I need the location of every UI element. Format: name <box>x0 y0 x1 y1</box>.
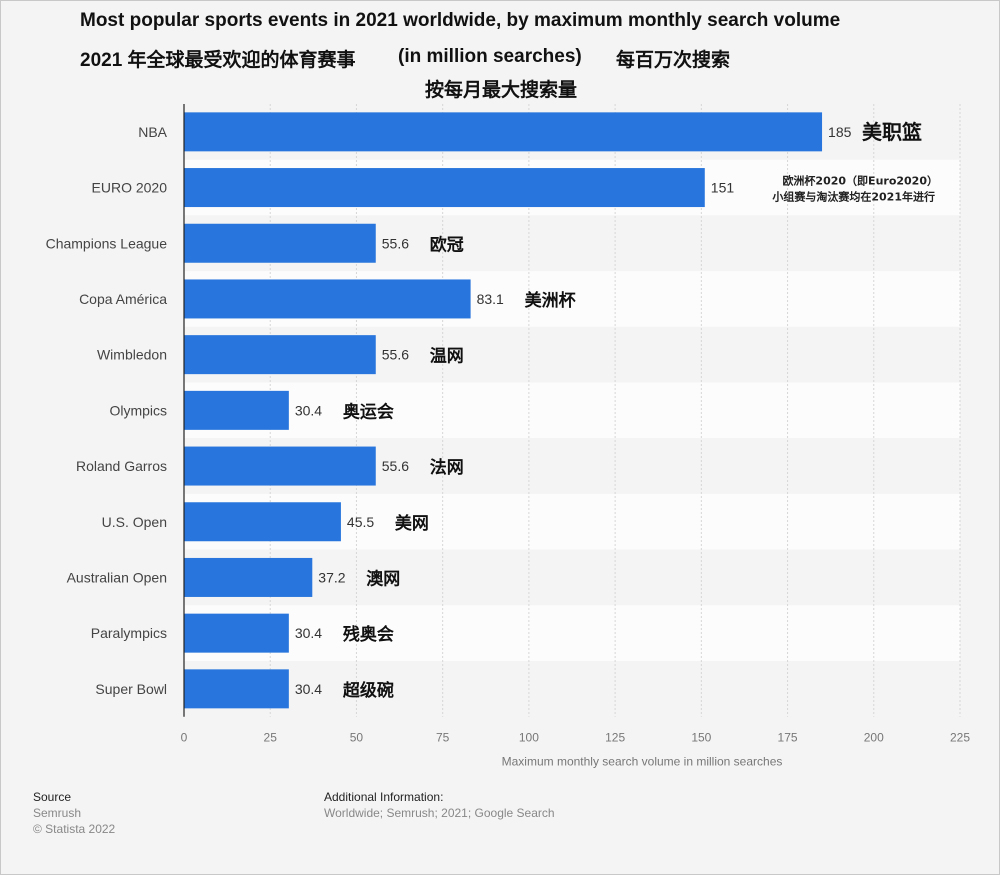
category-label: Wimbledon <box>97 347 167 363</box>
bar-super-bowl <box>184 669 289 709</box>
category-label: Champions League <box>46 235 168 251</box>
category-label: U.S. Open <box>102 514 167 530</box>
x-tick-label: 150 <box>691 731 711 745</box>
x-tick-label: 100 <box>519 731 539 745</box>
data-label: 37.2 <box>318 569 345 585</box>
chart-subtitle-unit: (in million searches) <box>398 46 582 67</box>
chart-subtitle-cn: 2021 年全球最受欢迎的体育赛事 <box>80 50 356 71</box>
x-tick-label: 25 <box>264 731 278 745</box>
data-label: 55.6 <box>382 235 409 251</box>
annotation-cn: 小组赛与淘汰赛均在2021年进行 <box>771 190 935 204</box>
bar-champions-league <box>184 223 376 263</box>
bar-euro-2020 <box>184 168 705 208</box>
category-label: Super Bowl <box>95 681 167 697</box>
data-label: 30.4 <box>295 681 322 697</box>
row-band <box>184 605 960 661</box>
data-label: 45.5 <box>347 514 374 530</box>
chart-title: Most popular sports events in 2021 world… <box>80 10 841 31</box>
x-tick-label: 0 <box>181 731 188 745</box>
data-label: 55.6 <box>382 458 409 474</box>
additional-info: Worldwide; Semrush; 2021; Google Search <box>324 806 555 820</box>
bar-roland-garros <box>184 446 376 486</box>
annotation-cn: 奥运会 <box>343 401 394 422</box>
data-label: 185 <box>828 124 852 140</box>
annotation-cn: 欧冠 <box>430 234 464 255</box>
source-link[interactable]: Semrush <box>33 806 82 820</box>
additional-info-label: Additional Information: <box>324 790 444 804</box>
x-tick-label: 50 <box>350 731 364 745</box>
annotation-cn: 超级碗 <box>343 680 394 701</box>
annotation-cn: 法网 <box>430 457 464 478</box>
annotation-cn: 温网 <box>430 347 464 367</box>
x-tick-label: 175 <box>778 731 798 745</box>
row-band <box>184 661 960 717</box>
data-label: 30.4 <box>295 402 322 418</box>
category-label: Australian Open <box>67 569 167 585</box>
bar-chart: 0 25 50 75 100 125 150 175 200 225 NBA 185 美职篮 EURO 2… <box>46 104 970 769</box>
annotation-cn: 美洲杯 <box>525 290 576 311</box>
bar-copa-am-rica <box>184 279 471 319</box>
data-label: 55.6 <box>382 347 409 363</box>
category-label: Paralympics <box>91 625 167 641</box>
annotation-cn: 美网 <box>395 513 429 534</box>
data-label: 151 <box>711 180 735 196</box>
annotation-cn: 残奥会 <box>343 624 394 645</box>
x-tick-label: 200 <box>864 731 884 745</box>
source-label: Source <box>33 790 72 804</box>
annotation-cn: 欧洲杯2020（即Euro2020） <box>782 174 938 188</box>
annotation-cn: 美职篮 <box>862 120 922 144</box>
row-band <box>184 549 960 606</box>
copyright: © Statista 2022 <box>33 822 116 836</box>
row-band <box>184 382 960 439</box>
x-tick-label: 225 <box>950 731 970 745</box>
bar-olympics <box>184 390 289 430</box>
chart-subtitle-unit-cn: 每百万次搜索 <box>616 50 731 71</box>
bar-australian-open <box>184 557 313 597</box>
data-label: 30.4 <box>295 625 322 641</box>
category-label: Olympics <box>109 402 167 418</box>
x-tick-label: 75 <box>436 731 450 745</box>
bar-wimbledon <box>184 335 376 375</box>
chart-subtitle-cn-2: 按每月最大搜索量 <box>425 80 578 101</box>
bar-u-s-open <box>184 502 341 542</box>
category-label: EURO 2020 <box>92 180 168 196</box>
x-axis-label: Maximum monthly search volume in million… <box>502 755 783 769</box>
category-label: NBA <box>138 124 167 140</box>
category-label: Copa América <box>79 291 167 307</box>
annotation-cn: 澳网 <box>366 568 400 589</box>
data-label: 83.1 <box>477 291 504 307</box>
bar-nba <box>184 112 823 152</box>
x-tick-label: 125 <box>605 731 625 745</box>
category-label: Roland Garros <box>76 458 167 474</box>
bar-paralympics <box>184 613 289 653</box>
